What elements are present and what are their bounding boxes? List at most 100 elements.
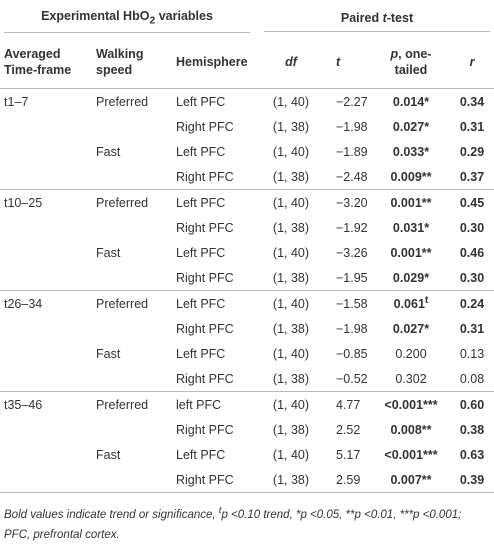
table-cell: Preferred (92, 392, 172, 418)
cell-text: −0.52 (336, 371, 368, 386)
cell-text: 0.38 (459, 422, 485, 437)
footnote: Bold values indicate trend or significan… (0, 493, 494, 545)
table-cell (92, 114, 172, 139)
table-cell: −1.92 (322, 215, 372, 240)
cell-text: 0.31 (459, 119, 485, 134)
table-cell: −1.58 (322, 291, 372, 317)
cell-text: 0.30 (459, 220, 485, 235)
table-cell: (1, 38) (260, 164, 322, 190)
cell-text: 2.59 (336, 472, 361, 487)
table-cell: 0.29 (450, 139, 494, 164)
table-cell (92, 366, 172, 392)
table-cell: (1, 38) (260, 316, 322, 341)
table-cell: (1, 40) (260, 139, 322, 164)
table-cell: Right PFC (172, 417, 260, 442)
table-cell: Right PFC (172, 316, 260, 341)
table-cell: −3.26 (322, 240, 372, 265)
cell-text: 0.014* (392, 94, 430, 109)
table-cell: Right PFC (172, 467, 260, 493)
table-cell: 0.63 (450, 442, 494, 467)
table-cell: 0.30 (450, 265, 494, 291)
table-cell (92, 316, 172, 341)
table-row: Fast Left PFC (1, 40) 5.17 <0.001*** 0.63 (0, 442, 494, 467)
text-part: Walking speed (96, 47, 144, 77)
cell-text: Fast (96, 346, 121, 361)
cell-text: 0.37 (459, 169, 485, 184)
cell-text: 4.77 (336, 397, 361, 412)
cell-text: (1, 40) (272, 245, 310, 260)
table-cell: <0.001*** (372, 392, 450, 418)
text-part: p (354, 508, 361, 521)
table-cell (92, 265, 172, 291)
table-cell: Fast (92, 341, 172, 366)
table-cell: Left PFC (172, 89, 260, 115)
cell-text: 0.29 (459, 144, 485, 159)
text-part: Experimental HbO (41, 8, 150, 23)
cell-text: (1, 40) (272, 195, 310, 210)
column-header: df (260, 36, 322, 89)
table-cell (0, 467, 92, 493)
table-cell: 0.46 (450, 240, 494, 265)
table-cell: 0.001** (372, 240, 450, 265)
text-part: p (390, 47, 399, 61)
table-cell: 0.08 (450, 366, 494, 392)
table-cell: Left PFC (172, 139, 260, 164)
table-cell: 0.302 (372, 366, 450, 392)
table-cell (92, 467, 172, 493)
column-header-row: Averaged Time-frame Walking speed Hemisphe… (0, 36, 494, 89)
table-cell: −1.89 (322, 139, 372, 164)
cell-text: (1, 38) (272, 472, 310, 487)
group-header-text: Experimental HbO2 variables (4, 3, 250, 34)
table-cell: 2.52 (322, 417, 372, 442)
cell-text: (1, 38) (272, 270, 310, 285)
cell-text: 0.31 (459, 321, 485, 336)
text-part: <0.001; PFC, prefrontal cortex. (4, 508, 462, 541)
table-cell: <0.001*** (372, 442, 450, 467)
cell-text: Right PFC (176, 169, 234, 184)
group-header-row: Experimental HbO2 variables Paired t-tes… (0, 0, 494, 36)
cell-text: 0.39 (459, 472, 485, 487)
cell-text: −1.92 (336, 220, 368, 235)
cell-text: (1, 38) (272, 169, 310, 184)
table-cell: 0.45 (450, 190, 494, 216)
table-cell: (1, 38) (260, 114, 322, 139)
cell-text: Right PFC (176, 220, 234, 235)
table-cell: −0.85 (322, 341, 372, 366)
table-cell: −2.48 (322, 164, 372, 190)
cell-text: −3.26 (336, 245, 368, 260)
cell-text: 0.30 (459, 270, 485, 285)
table-cell (0, 442, 92, 467)
cell-text: (1, 40) (272, 94, 310, 109)
table-cell: 0.34 (450, 89, 494, 115)
table-cell: (1, 40) (260, 392, 322, 418)
cell-text: Right PFC (176, 472, 234, 487)
cell-text: 0.001** (390, 195, 432, 210)
cell-text: −1.58 (336, 296, 368, 311)
cell-text: Left PFC (176, 195, 226, 210)
table-cell: Left PFC (172, 291, 260, 317)
cell-text: 0.24 (459, 296, 485, 311)
table-cell: 0.31 (450, 316, 494, 341)
table-cell: 0.200 (372, 341, 450, 366)
table-cell (0, 316, 92, 341)
table-row: Fast Left PFC (1, 40) −1.89 0.033* 0.29 (0, 139, 494, 164)
table-cell: 0.014* (372, 89, 450, 115)
table-cell: Preferred (92, 190, 172, 216)
table-cell: (1, 40) (260, 291, 322, 317)
results-table: Experimental HbO2 variables Paired t-tes… (0, 0, 494, 493)
table-cell: Left PFC (172, 240, 260, 265)
cell-text: t26–34 (4, 296, 43, 311)
cell-text: (1, 38) (272, 422, 310, 437)
cell-text: 0.200 (395, 346, 427, 361)
table-row: Right PFC (1, 38) −1.98 0.027* 0.31 (0, 316, 494, 341)
table-cell: 0.027* (372, 316, 450, 341)
table-row: t1–7 Preferred Left PFC (1, 40) −2.27 0.014* 0… (0, 89, 494, 115)
table-cell: 0.30 (450, 215, 494, 240)
table-cell: 4.77 (322, 392, 372, 418)
cell-text: Left PFC (176, 94, 226, 109)
table-cell: 0.029* (372, 265, 450, 291)
cell-text: Preferred (96, 296, 149, 311)
table-cell: −2.27 (322, 89, 372, 115)
cell-text: 0.34 (459, 94, 485, 109)
cell-text: (1, 38) (272, 321, 310, 336)
